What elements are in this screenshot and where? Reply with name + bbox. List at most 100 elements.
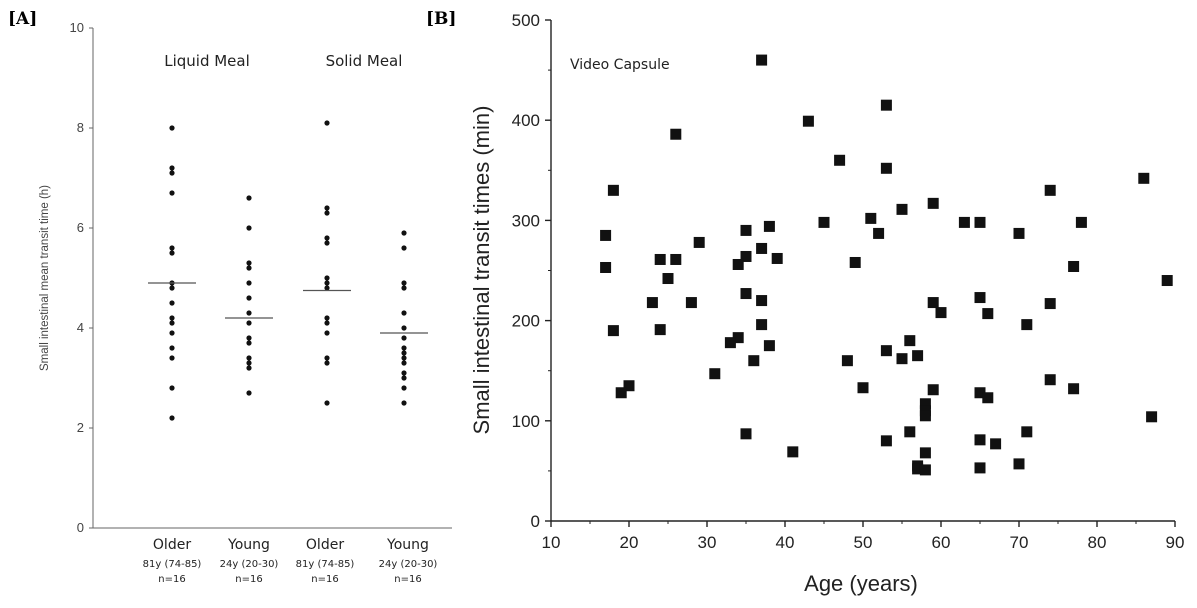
panel-b-point bbox=[919, 410, 931, 422]
panel-b-point bbox=[685, 297, 697, 309]
panel-b-point bbox=[748, 355, 760, 367]
panel-b-point bbox=[615, 387, 627, 399]
panel-a-point bbox=[246, 310, 252, 316]
panel-a-point bbox=[401, 375, 407, 381]
panel-b-point bbox=[607, 184, 619, 196]
panel-a-point bbox=[401, 385, 407, 391]
panel-a-point bbox=[401, 350, 407, 356]
panel-b-y-tick-1: 100 bbox=[512, 412, 540, 431]
panel-a-point bbox=[401, 335, 407, 341]
panel-a-y-tick-4: 8 bbox=[77, 120, 84, 135]
panel-a-point bbox=[324, 235, 330, 241]
panel-b-point bbox=[756, 242, 768, 254]
panel-a-group-4-detail: 24y (20-30) bbox=[379, 559, 438, 570]
panel-b-point bbox=[756, 54, 768, 66]
panel-a-point bbox=[169, 320, 175, 326]
panel-b-point bbox=[732, 258, 744, 270]
panel-b-y-tick-3: 300 bbox=[512, 211, 540, 230]
panel-b-point bbox=[670, 128, 682, 140]
panel-b-x-tick-3: 40 bbox=[776, 533, 795, 552]
panel-b-point bbox=[654, 253, 666, 265]
panel-b-point bbox=[756, 295, 768, 307]
panel-a-y-tick-1: 2 bbox=[77, 420, 84, 435]
panel-b-point bbox=[912, 463, 924, 475]
panel-b-point bbox=[1138, 172, 1150, 184]
panel-a-group-2-name: Young bbox=[227, 537, 270, 553]
panel-b-point bbox=[732, 332, 744, 344]
panel-b-point bbox=[857, 382, 869, 394]
panel-b-point bbox=[787, 446, 799, 458]
panel-b-point bbox=[849, 256, 861, 268]
panel-b-point bbox=[600, 261, 612, 273]
panel-b-point bbox=[740, 250, 752, 262]
panel-b-point bbox=[724, 337, 736, 349]
panel-b-point bbox=[880, 99, 892, 111]
panel-a-point bbox=[324, 280, 330, 286]
panel-a-point bbox=[246, 295, 252, 301]
panel-a-point bbox=[246, 355, 252, 361]
video-capsule-label: Video Capsule bbox=[570, 57, 670, 73]
panel-b-y-tick-0: 0 bbox=[531, 512, 540, 531]
panel-b-y-tick-2: 200 bbox=[512, 312, 540, 331]
panel-b-y-tick-5: 500 bbox=[512, 11, 540, 30]
panel-b-point bbox=[1044, 184, 1056, 196]
panel-b-point bbox=[1013, 227, 1025, 239]
panel-b-point bbox=[1068, 260, 1080, 272]
panel-b-point bbox=[646, 297, 658, 309]
panel-b-point bbox=[1044, 374, 1056, 386]
panel-b-x-tick-8: 90 bbox=[1166, 533, 1185, 552]
panel-a-point bbox=[324, 240, 330, 246]
panel-a-point bbox=[324, 360, 330, 366]
panel-a-point bbox=[401, 370, 407, 376]
panel-b-point bbox=[974, 434, 986, 446]
panel-b-point bbox=[1044, 298, 1056, 310]
panel-b-x-tick-5: 60 bbox=[932, 533, 951, 552]
panel-a-y-axis-title: Small intestinal mean transit time (h) bbox=[39, 185, 51, 371]
panel-b-point bbox=[1021, 426, 1033, 438]
panel-b-point bbox=[958, 216, 970, 228]
panel-b-point bbox=[802, 115, 814, 127]
panel-b-point bbox=[919, 464, 931, 476]
panel-b-x-tick-6: 70 bbox=[1010, 533, 1029, 552]
panel-a-plot-area bbox=[89, 27, 452, 529]
panel-a-point bbox=[246, 260, 252, 266]
panel-a-group-3-detail: 81y (74-85) bbox=[296, 559, 355, 570]
panel-b-point bbox=[1161, 275, 1173, 287]
panel-a-point bbox=[169, 315, 175, 321]
panel-b-point bbox=[693, 236, 705, 248]
panel-a-point bbox=[324, 205, 330, 211]
panel-b-point bbox=[919, 398, 931, 410]
panel-b-x-axis-title: Age (years) bbox=[804, 571, 918, 596]
panel-b-point bbox=[756, 319, 768, 331]
panel-a-point bbox=[246, 195, 252, 201]
panel-b-point bbox=[974, 292, 986, 304]
panel-a-point bbox=[169, 170, 175, 176]
panel-b-point bbox=[990, 438, 1002, 450]
panel-b-point bbox=[880, 162, 892, 174]
panel-a-point bbox=[246, 340, 252, 346]
panel-b-point bbox=[740, 428, 752, 440]
panel-a-group-3-name: Older bbox=[306, 537, 344, 553]
panel-b-point bbox=[670, 253, 682, 265]
panel-b-point bbox=[1013, 458, 1025, 470]
panel-a-group-1-detail: 81y (74-85) bbox=[143, 559, 202, 570]
panel-a-point bbox=[169, 300, 175, 306]
panel-a-point bbox=[324, 315, 330, 321]
panel-b-point bbox=[982, 308, 994, 320]
panel-a-point bbox=[401, 345, 407, 351]
liquid-meal-label: Liquid Meal bbox=[164, 52, 250, 70]
panel-b-point bbox=[654, 324, 666, 336]
panel-a-point bbox=[169, 165, 175, 171]
panel-b-plot-area bbox=[545, 19, 1176, 527]
panel-a-point bbox=[324, 400, 330, 406]
panel-b-point bbox=[834, 154, 846, 166]
panel-b-x-tick-7: 80 bbox=[1088, 533, 1107, 552]
panel-b-point bbox=[974, 462, 986, 474]
panel-a-point bbox=[169, 415, 175, 421]
panel-a-group-3-n: n=16 bbox=[311, 574, 338, 585]
panel-b-point bbox=[935, 307, 947, 319]
panel-a-point bbox=[324, 120, 330, 126]
panel-b-point bbox=[927, 384, 939, 396]
panel-a-group-1-n: n=16 bbox=[158, 574, 185, 585]
panel-b-point bbox=[865, 212, 877, 224]
